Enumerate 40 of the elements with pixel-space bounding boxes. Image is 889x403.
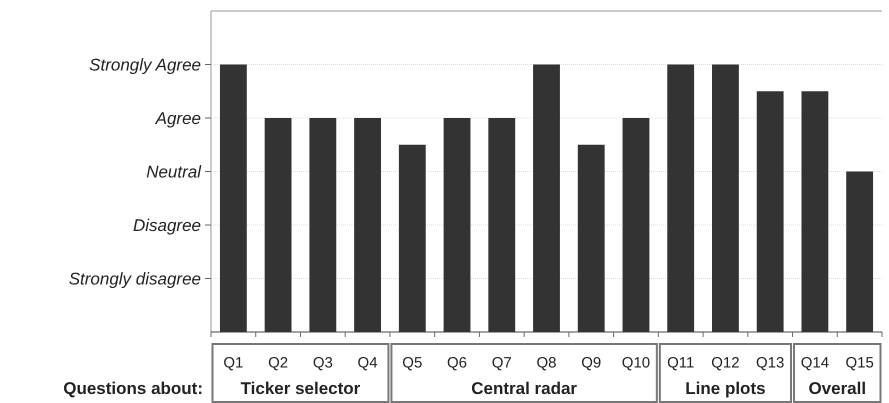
bar <box>398 144 426 332</box>
bar <box>264 118 292 332</box>
bar <box>220 64 247 332</box>
bar <box>533 64 560 332</box>
ref-line-label: Neutral <box>146 162 202 182</box>
bar <box>488 118 516 332</box>
bar <box>667 64 694 332</box>
ref-line-label: Agree <box>154 108 201 128</box>
bar <box>801 91 828 332</box>
x-tick-label: Q15 <box>845 354 874 372</box>
x-tick-label: Q1 <box>223 354 244 372</box>
text: Central radar <box>471 378 578 398</box>
bar <box>756 91 784 332</box>
x-tick-label: Q3 <box>312 354 333 372</box>
ref-line-label: Strongly Agree <box>89 55 201 74</box>
x-tick-label: Q6 <box>447 354 468 372</box>
x-tick-label: Q12 <box>711 354 740 372</box>
text: Line plots <box>685 378 766 398</box>
bar <box>444 118 470 332</box>
x-tick-label: Q8 <box>536 354 557 372</box>
x-tick-label: Q13 <box>756 354 784 372</box>
x-tick-label: Q11 <box>667 354 694 372</box>
text: Overall <box>808 378 866 398</box>
x-tick-label: Q2 <box>268 354 288 372</box>
bar <box>354 118 381 332</box>
bar <box>578 144 605 332</box>
bar <box>712 64 739 332</box>
bar <box>846 172 874 332</box>
text: Ticker selector <box>240 378 361 398</box>
ref-line-label: Strongly disagree <box>68 269 201 288</box>
bar <box>309 118 336 332</box>
ref-line-label: Disagree <box>132 216 201 235</box>
bar <box>622 118 650 332</box>
text: Questions about: <box>63 378 203 398</box>
x-tick-label: Q10 <box>622 354 650 372</box>
x-tick-label: Q14 <box>800 354 830 372</box>
x-tick-label: Q4 <box>358 354 378 372</box>
x-tick-label: Q9 <box>581 354 602 372</box>
x-tick-label: Q7 <box>492 354 512 372</box>
x-tick-label: Q5 <box>402 354 422 372</box>
